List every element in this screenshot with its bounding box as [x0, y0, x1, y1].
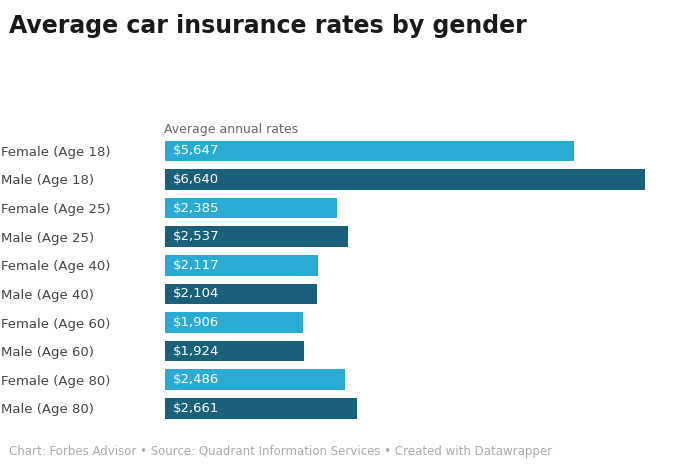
- Text: $2,661: $2,661: [172, 402, 219, 415]
- Bar: [164, 226, 349, 247]
- Text: $1,924: $1,924: [172, 345, 219, 357]
- Text: $2,537: $2,537: [172, 230, 219, 243]
- Text: $2,117: $2,117: [172, 259, 219, 272]
- Bar: [164, 312, 302, 333]
- Bar: [164, 169, 645, 190]
- Text: $2,385: $2,385: [172, 202, 219, 214]
- Text: $6,640: $6,640: [172, 173, 218, 186]
- Bar: [164, 255, 318, 275]
- Text: $2,104: $2,104: [172, 288, 219, 301]
- Text: Chart: Forbes Advisor • Source: Quadrant Information Services • Created with Dat: Chart: Forbes Advisor • Source: Quadrant…: [9, 445, 552, 458]
- Bar: [164, 284, 317, 304]
- Bar: [164, 198, 337, 219]
- Bar: [164, 398, 357, 418]
- Bar: [164, 341, 304, 362]
- Bar: [164, 141, 573, 161]
- Text: $2,486: $2,486: [172, 373, 218, 386]
- Text: $1,906: $1,906: [172, 316, 218, 329]
- Bar: [164, 370, 344, 390]
- Text: Average annual rates: Average annual rates: [164, 123, 299, 137]
- Text: Average car insurance rates by gender: Average car insurance rates by gender: [9, 14, 527, 38]
- Text: $5,647: $5,647: [172, 144, 219, 158]
